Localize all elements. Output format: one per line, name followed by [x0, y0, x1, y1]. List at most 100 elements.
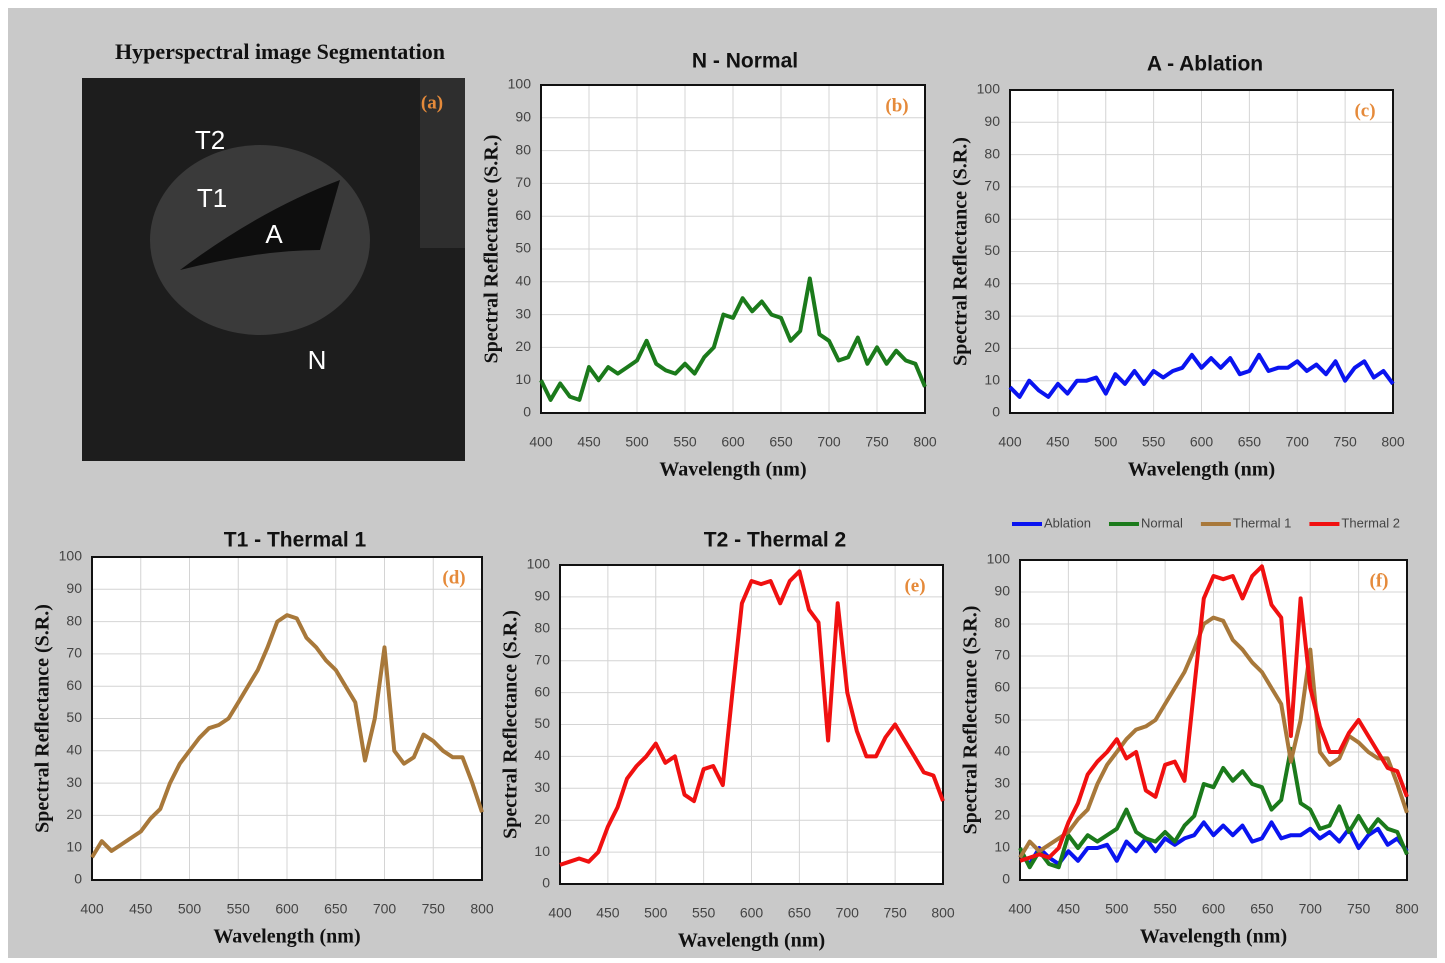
x-tick-label: 500 [1094, 434, 1118, 450]
x-tick-label: 800 [931, 905, 955, 921]
image-label: N [308, 345, 327, 375]
panel-tag: (d) [442, 567, 465, 588]
x-tick-label: 750 [883, 905, 907, 921]
y-tick-label: 0 [74, 871, 82, 887]
y-tick-label: 0 [542, 875, 550, 891]
series-line [559, 569, 945, 867]
plot-frame [559, 564, 944, 885]
y-tick-label: 90 [66, 580, 82, 596]
x-tick-label: 750 [1347, 901, 1371, 917]
x-tick-label: 500 [178, 901, 202, 917]
x-tick-label: 700 [836, 905, 860, 921]
series-line [1018, 746, 1409, 870]
x-tick-label: 550 [227, 901, 251, 917]
x-tick-label: 600 [721, 434, 745, 450]
y-tick-label: 30 [994, 775, 1010, 791]
x-axis-label: Wavelength (nm) [659, 459, 806, 481]
panel-tag: (f) [1370, 570, 1389, 591]
image-label: A [265, 219, 283, 249]
x-tick-label: 650 [324, 901, 348, 917]
y-tick-label: 50 [66, 709, 82, 725]
x-tick-label: 650 [769, 434, 793, 450]
y-tick-label: 10 [984, 371, 1000, 387]
y-tick-label: 100 [59, 548, 83, 564]
x-tick-label: 450 [596, 905, 620, 921]
x-tick-label: 800 [1381, 434, 1405, 450]
legend-label: Normal [1141, 515, 1183, 530]
y-tick-label: 10 [515, 371, 531, 387]
x-tick-label: 650 [788, 905, 812, 921]
y-tick-label: 60 [994, 679, 1010, 695]
y-tick-label: 20 [534, 811, 550, 827]
y-tick-label: 10 [534, 843, 550, 859]
y-tick-label: 40 [534, 747, 550, 763]
series-line [90, 613, 484, 859]
y-tick-label: 60 [515, 207, 531, 223]
x-tick-label: 800 [913, 434, 937, 450]
plot-frame [91, 556, 483, 881]
y-tick-label: 70 [994, 647, 1010, 663]
y-tick-label: 0 [992, 404, 1000, 420]
y-tick-label: 20 [66, 806, 82, 822]
x-tick-label: 750 [865, 434, 889, 450]
y-tick-label: 50 [994, 711, 1010, 727]
panel-tag: (e) [904, 575, 925, 596]
y-tick-label: 20 [515, 338, 531, 354]
y-axis-label: Spectral Reflectance (S.R.) [481, 135, 503, 364]
legend-label: Thermal 2 [1341, 515, 1400, 530]
y-axis-label: Spectral Reflectance (S.R.) [960, 606, 982, 835]
chart-title: T2 - Thermal 2 [704, 529, 846, 552]
x-tick-label: 400 [998, 434, 1022, 450]
image-region [420, 78, 465, 248]
y-tick-label: 80 [984, 145, 1000, 161]
y-tick-label: 30 [66, 774, 82, 790]
series-line [1018, 615, 1409, 859]
x-axis-label: Wavelength (nm) [1140, 926, 1287, 948]
x-tick-label: 450 [1057, 901, 1081, 917]
y-tick-label: 40 [984, 275, 1000, 291]
x-tick-label: 800 [1395, 901, 1419, 917]
y-tick-label: 90 [984, 113, 1000, 129]
y-tick-label: 10 [66, 838, 82, 854]
y-tick-label: 70 [534, 651, 550, 667]
legend-label: Ablation [1044, 515, 1091, 530]
x-axis-label: Wavelength (nm) [678, 930, 825, 952]
image-label: T2 [195, 125, 225, 155]
y-tick-label: 100 [977, 81, 1001, 97]
y-tick-label: 80 [66, 612, 82, 628]
y-tick-label: 60 [984, 210, 1000, 226]
plot-frame [1009, 89, 1394, 414]
x-tick-label: 400 [80, 901, 104, 917]
y-tick-label: 0 [1002, 871, 1010, 887]
chart-title: N - Normal [692, 50, 798, 73]
x-tick-label: 750 [422, 901, 446, 917]
x-tick-label: 650 [1238, 434, 1262, 450]
x-tick-label: 550 [1153, 901, 1177, 917]
series-line [539, 276, 927, 402]
series-line [1018, 820, 1409, 866]
x-tick-label: 700 [1286, 434, 1310, 450]
y-tick-label: 30 [984, 307, 1000, 323]
x-tick-label: 400 [1008, 901, 1032, 917]
x-tick-label: 450 [577, 434, 601, 450]
y-tick-label: 90 [994, 583, 1010, 599]
y-tick-label: 20 [994, 807, 1010, 823]
y-tick-label: 70 [515, 174, 531, 190]
y-tick-label: 30 [534, 779, 550, 795]
y-tick-label: 10 [994, 839, 1010, 855]
y-axis-label: Spectral Reflectance (S.R.) [950, 137, 972, 366]
y-axis-label: Spectral Reflectance (S.R.) [32, 604, 54, 833]
x-tick-label: 400 [529, 434, 553, 450]
image-title: Hyperspectral image Segmentation [115, 39, 445, 64]
x-tick-label: 550 [673, 434, 697, 450]
x-tick-label: 700 [1299, 901, 1323, 917]
y-tick-label: 100 [508, 76, 532, 92]
y-tick-label: 40 [994, 743, 1010, 759]
panel-tag: (a) [421, 92, 443, 113]
y-tick-label: 90 [534, 588, 550, 604]
x-tick-label: 650 [1250, 901, 1274, 917]
x-tick-label: 700 [373, 901, 397, 917]
y-tick-label: 50 [984, 242, 1000, 258]
